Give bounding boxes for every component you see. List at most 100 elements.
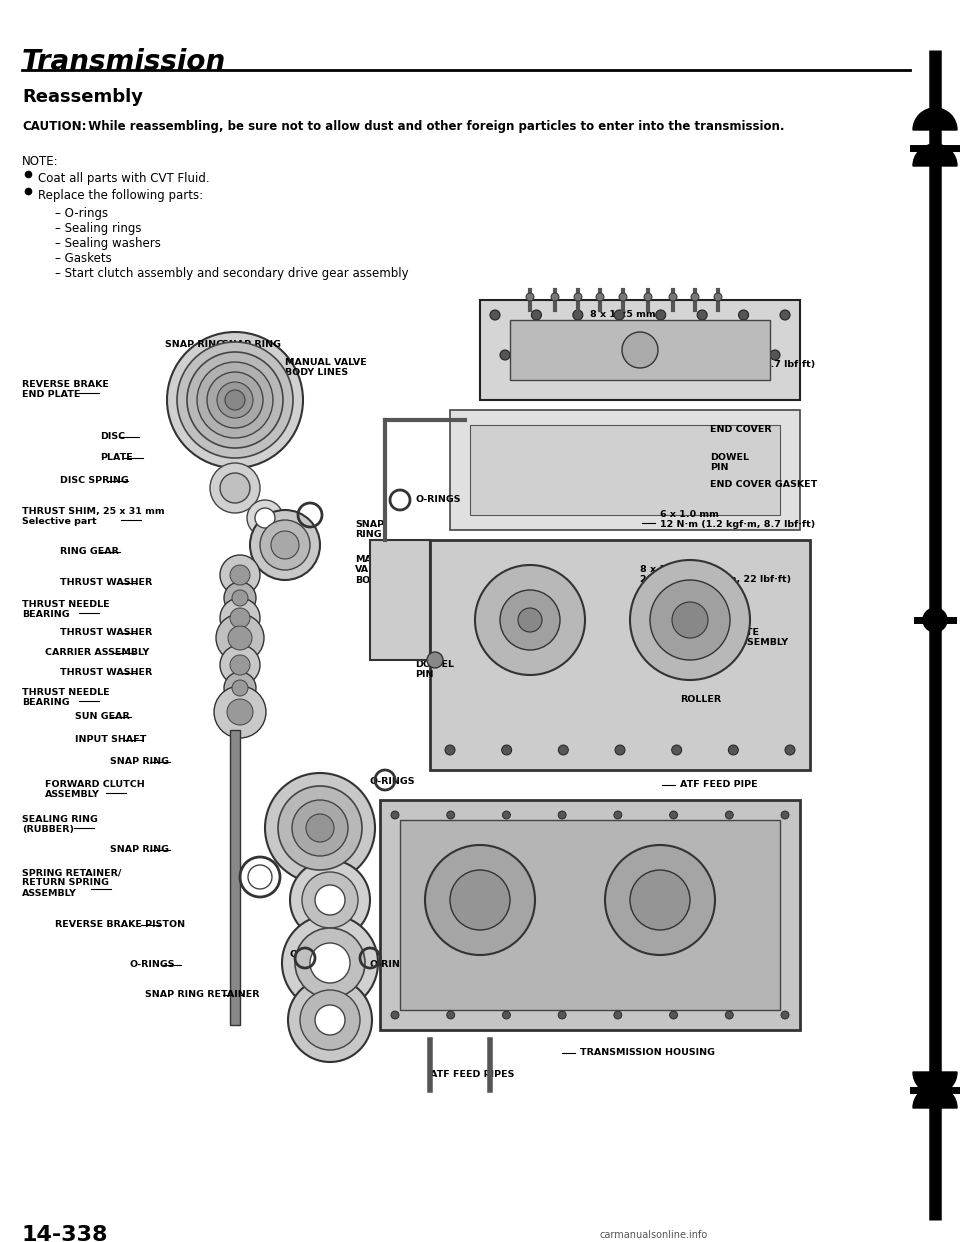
Text: INPUT SHAFT: INPUT SHAFT <box>75 735 146 744</box>
Circle shape <box>230 655 250 674</box>
Circle shape <box>785 745 795 755</box>
Text: SNAP RING: SNAP RING <box>110 845 169 854</box>
Circle shape <box>260 520 310 570</box>
Circle shape <box>232 681 248 696</box>
Text: While reassembling, be sure not to allow dust and other foreign particles to ent: While reassembling, be sure not to allow… <box>80 120 784 133</box>
Circle shape <box>729 745 738 755</box>
Circle shape <box>391 811 399 818</box>
Circle shape <box>300 990 360 1049</box>
Circle shape <box>554 350 564 360</box>
Circle shape <box>220 473 250 503</box>
Text: O-RINGS: O-RINGS <box>370 960 416 969</box>
Circle shape <box>177 342 293 458</box>
Circle shape <box>446 811 455 818</box>
Circle shape <box>167 332 303 468</box>
Circle shape <box>518 609 542 632</box>
Circle shape <box>669 811 678 818</box>
Text: DISC SPRING: DISC SPRING <box>60 476 129 484</box>
Text: ATF FEED PIPES: ATF FEED PIPES <box>430 1071 515 1079</box>
Text: 8 x 1.25 mm
37 N·m (3.8 kgf·m, 27 lbf·ft): 8 x 1.25 mm 37 N·m (3.8 kgf·m, 27 lbf·ft… <box>590 310 741 329</box>
Bar <box>230 730 240 1025</box>
Circle shape <box>220 597 260 638</box>
Circle shape <box>662 350 672 360</box>
Circle shape <box>220 555 260 595</box>
Text: REVERSE BRAKE PISTON: REVERSE BRAKE PISTON <box>55 920 185 929</box>
Text: SNAP RING: SNAP RING <box>165 340 224 349</box>
Text: 6 x 1.0 mm
12 N·m (1.2 kgf·m, 8.7 lbf·ft): 6 x 1.0 mm 12 N·m (1.2 kgf·m, 8.7 lbf·ft… <box>660 350 815 369</box>
Circle shape <box>697 310 708 320</box>
Circle shape <box>271 532 299 559</box>
Circle shape <box>288 977 372 1062</box>
Text: TRANSMISSION HOUSING: TRANSMISSION HOUSING <box>580 1048 715 1057</box>
Wedge shape <box>913 1072 957 1094</box>
Text: Reassembly: Reassembly <box>22 88 143 106</box>
Circle shape <box>596 293 604 301</box>
Text: SNAP RING: SNAP RING <box>222 340 281 349</box>
Circle shape <box>622 332 658 368</box>
Circle shape <box>781 811 789 818</box>
Circle shape <box>230 565 250 585</box>
Text: Replace the following parts:: Replace the following parts: <box>38 189 204 202</box>
Text: SEALING RING
(RUBBER): SEALING RING (RUBBER) <box>22 815 98 835</box>
Bar <box>450 410 800 530</box>
Circle shape <box>445 745 455 755</box>
Circle shape <box>573 310 583 320</box>
Text: DISC: DISC <box>100 432 125 441</box>
Circle shape <box>210 463 260 513</box>
Circle shape <box>551 293 559 301</box>
Text: FORWARD CLUTCH
ASSEMBLY: FORWARD CLUTCH ASSEMBLY <box>45 780 145 800</box>
Circle shape <box>228 626 252 650</box>
Circle shape <box>608 350 618 360</box>
Circle shape <box>923 609 947 632</box>
Circle shape <box>302 872 358 928</box>
Circle shape <box>224 672 256 704</box>
Text: CAUTION:: CAUTION: <box>22 120 86 133</box>
Wedge shape <box>913 144 957 166</box>
Text: INTERMEDIATE
HOUSING ASSEMBLY: INTERMEDIATE HOUSING ASSEMBLY <box>680 628 788 647</box>
Circle shape <box>265 773 375 883</box>
Text: Transmission: Transmission <box>22 48 227 76</box>
Circle shape <box>738 310 749 320</box>
Circle shape <box>427 652 443 668</box>
Circle shape <box>770 350 780 360</box>
Text: DOWEL
PIN: DOWEL PIN <box>710 453 749 472</box>
Circle shape <box>306 814 334 842</box>
Circle shape <box>500 350 510 360</box>
Bar <box>480 301 800 400</box>
Circle shape <box>781 1011 789 1018</box>
Text: RING GEAR: RING GEAR <box>60 546 119 556</box>
Circle shape <box>250 510 320 580</box>
Bar <box>470 425 780 515</box>
Circle shape <box>216 614 264 662</box>
Circle shape <box>656 310 665 320</box>
Text: 6 x 1.0 mm
12 N·m (1.2 kgf·m, 8.7 lbf·ft): 6 x 1.0 mm 12 N·m (1.2 kgf·m, 8.7 lbf·ft… <box>660 510 815 529</box>
Circle shape <box>475 565 585 674</box>
Circle shape <box>450 869 510 930</box>
Text: DOWEL PIN: DOWEL PIN <box>660 950 721 959</box>
Text: THRUST NEEDLE
BEARING: THRUST NEEDLE BEARING <box>22 688 109 708</box>
Text: Coat all parts with CVT Fluid.: Coat all parts with CVT Fluid. <box>38 171 209 185</box>
Circle shape <box>630 869 690 930</box>
Text: THRUST NEEDLE
BEARING: THRUST NEEDLE BEARING <box>22 600 109 620</box>
Text: – Start clutch assembly and secondary drive gear assembly: – Start clutch assembly and secondary dr… <box>55 267 409 279</box>
Circle shape <box>217 383 253 419</box>
Circle shape <box>672 602 708 638</box>
Text: O-RINGS: O-RINGS <box>370 777 416 786</box>
Circle shape <box>532 310 541 320</box>
Text: NOTE:: NOTE: <box>22 155 59 168</box>
Text: – Gaskets: – Gaskets <box>55 252 111 265</box>
Circle shape <box>278 786 362 869</box>
Circle shape <box>295 928 365 999</box>
Text: – Sealing washers: – Sealing washers <box>55 237 161 250</box>
Circle shape <box>615 745 625 755</box>
Circle shape <box>502 811 511 818</box>
Text: ATF FEED PIPE: ATF FEED PIPE <box>680 780 757 789</box>
Text: CARRIER ASSEMBLY: CARRIER ASSEMBLY <box>45 648 149 657</box>
Circle shape <box>605 845 715 955</box>
Text: DOWEL
PIN: DOWEL PIN <box>415 660 454 679</box>
Circle shape <box>559 745 568 755</box>
Circle shape <box>691 293 699 301</box>
Circle shape <box>255 508 275 528</box>
Text: SNAP RING RETAINER: SNAP RING RETAINER <box>145 990 259 999</box>
Circle shape <box>613 1011 622 1018</box>
